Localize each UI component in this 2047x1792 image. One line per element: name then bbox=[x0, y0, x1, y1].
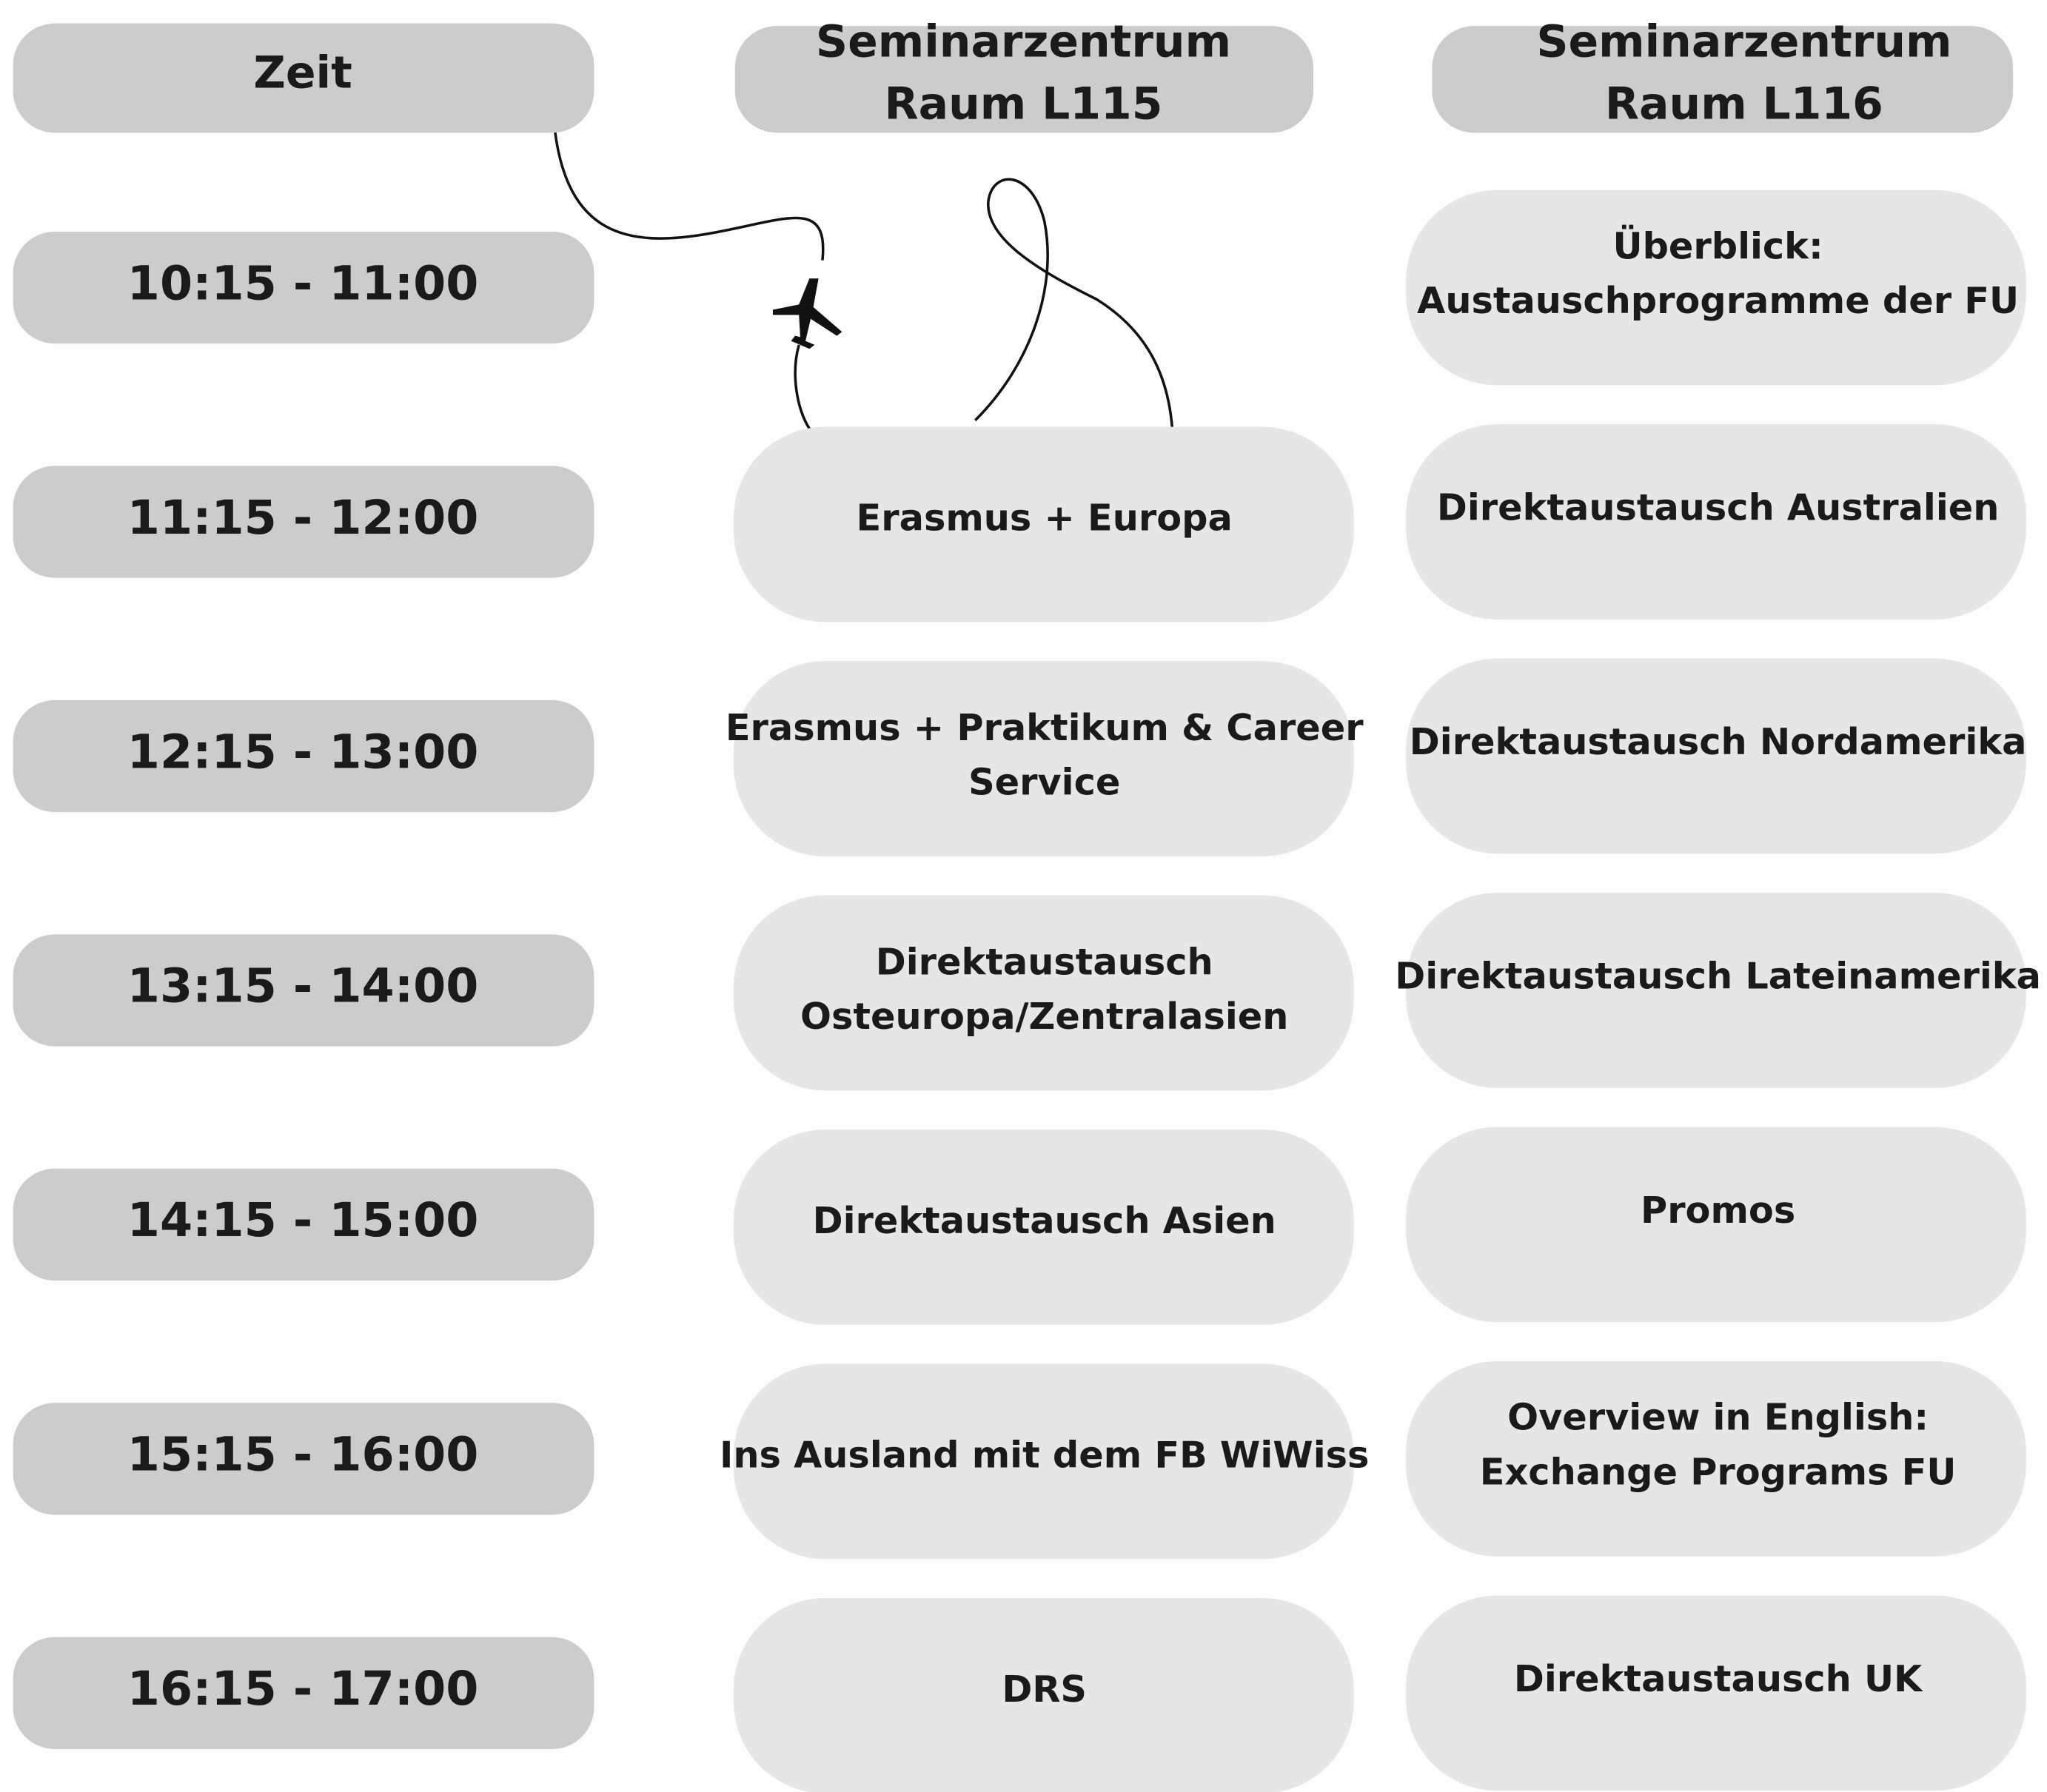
time-text: 13:15 - 14:00 bbox=[127, 959, 479, 1013]
session-cell bbox=[1406, 1595, 2026, 1791]
header-cell bbox=[734, 26, 1313, 133]
session-text: Austauschprogramme der FU bbox=[1417, 279, 2019, 322]
session-cell bbox=[1406, 189, 2026, 386]
session-text: Direktaustausch UK bbox=[1514, 1657, 1923, 1700]
time-text: 10:15 - 11:00 bbox=[127, 255, 479, 310]
time-text: 15:15 - 16:00 bbox=[127, 1427, 479, 1482]
session-cell bbox=[734, 1130, 1354, 1325]
session-text: Direktaustausch Lateinamerika bbox=[1395, 955, 2041, 998]
session-text: Ins Ausland mit dem FB WiWiss bbox=[720, 1434, 1369, 1477]
session-text: DRS bbox=[1002, 1668, 1087, 1711]
session-cell bbox=[1406, 424, 2026, 620]
session-cell bbox=[734, 1363, 1354, 1560]
header-text: Zeit bbox=[253, 47, 352, 99]
session-text: Erasmus + Praktikum & Career bbox=[726, 706, 1364, 749]
time-text: 16:15 - 17:00 bbox=[127, 1661, 479, 1716]
session-text: Direktaustausch Asien bbox=[813, 1199, 1276, 1242]
session-text: Exchange Programs FU bbox=[1480, 1451, 1957, 1494]
time-cell bbox=[13, 1637, 594, 1749]
time-cell bbox=[13, 699, 594, 813]
session-text: Overview in English: bbox=[1507, 1396, 1929, 1439]
session-text: Direktaustausch bbox=[876, 940, 1213, 983]
time-cell bbox=[13, 231, 594, 344]
airplane-icon bbox=[772, 278, 842, 349]
session-text: Direktaustausch Australien bbox=[1437, 486, 2000, 529]
session-cell bbox=[1406, 658, 2026, 854]
session-cell bbox=[734, 426, 1354, 622]
session-cell bbox=[734, 661, 1354, 856]
session-cell bbox=[1406, 1361, 2026, 1557]
session-cell bbox=[734, 1598, 1354, 1792]
session-text: Promos bbox=[1641, 1189, 1795, 1232]
session-text: Überblick: bbox=[1612, 224, 1823, 267]
header-cell bbox=[1432, 26, 2014, 133]
time-cell bbox=[13, 1168, 594, 1281]
flight-path bbox=[553, 130, 825, 261]
time-cell bbox=[13, 934, 594, 1047]
time-cell bbox=[13, 1403, 594, 1515]
header-text: Seminarzentrum bbox=[1536, 16, 1951, 67]
session-cell bbox=[734, 895, 1354, 1091]
time-cell bbox=[13, 466, 594, 578]
header-text: Raum L115 bbox=[885, 78, 1163, 130]
session-text: Service bbox=[968, 761, 1120, 804]
time-text: 12:15 - 13:00 bbox=[127, 724, 479, 779]
time-text: 11:15 - 12:00 bbox=[127, 490, 479, 545]
header-text: Seminarzentrum bbox=[816, 16, 1231, 67]
session-cell bbox=[1406, 893, 2026, 1088]
session-text: Direktaustausch Nordamerika bbox=[1410, 720, 2027, 763]
decoration bbox=[553, 130, 1174, 433]
session-text: Osteuropa/Zentralasien bbox=[800, 995, 1288, 1038]
flight-path bbox=[974, 178, 1174, 430]
header-text: Raum L116 bbox=[1605, 78, 1883, 130]
flight-path bbox=[794, 344, 814, 433]
time-text: 14:15 - 15:00 bbox=[127, 1192, 479, 1247]
header-cell bbox=[13, 23, 594, 133]
session-cell bbox=[1406, 1127, 2026, 1323]
session-text: Erasmus + Europa bbox=[857, 497, 1233, 540]
